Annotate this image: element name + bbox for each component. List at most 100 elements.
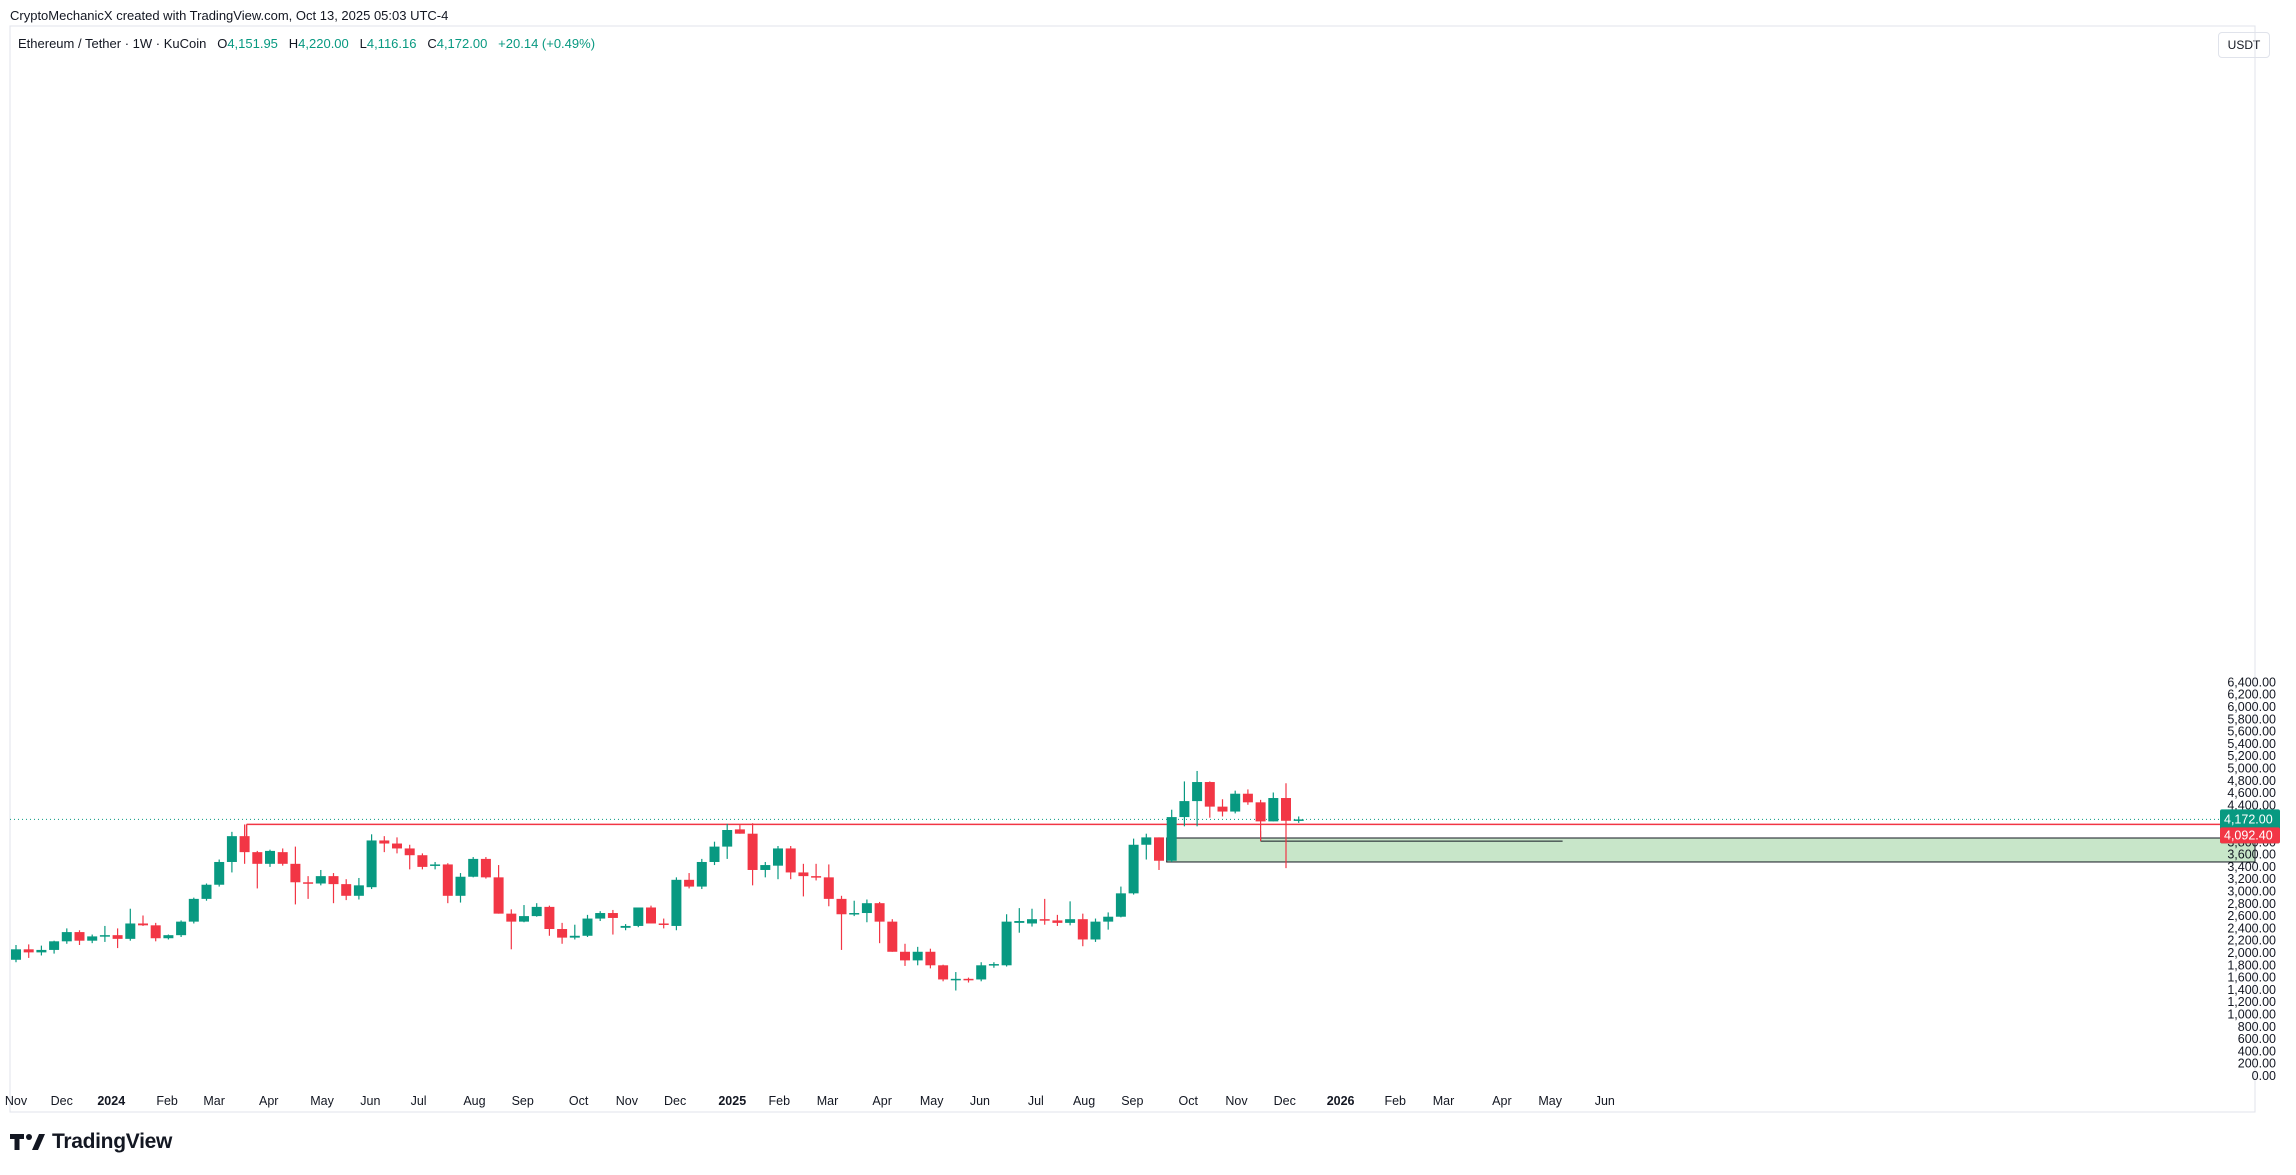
price-labels: 4,172.006d 15h4,092.40 — [2220, 809, 2280, 844]
tradingview-logo[interactable]: TradingView — [10, 1130, 172, 1154]
candle — [1039, 898, 1050, 925]
low-value: 4,116.16 — [366, 36, 417, 51]
candle-body — [150, 925, 161, 939]
candle-body — [1039, 919, 1050, 921]
candle — [849, 900, 860, 917]
candle — [823, 864, 834, 907]
time-tick-label: Oct — [569, 1094, 589, 1108]
candle-body — [722, 830, 733, 847]
candle-body — [595, 913, 606, 919]
candle-body — [353, 885, 364, 896]
candle-body — [988, 964, 999, 966]
candle — [836, 895, 847, 950]
candle — [595, 911, 606, 922]
candle — [1293, 816, 1304, 823]
candle-body — [1217, 806, 1228, 812]
candle-body — [1065, 919, 1076, 923]
candle-body — [557, 929, 568, 938]
candle-body — [11, 949, 21, 960]
candle — [417, 853, 428, 870]
resistance-price-label: 4,092.40 — [2220, 827, 2280, 844]
candle — [1077, 913, 1088, 947]
candle-body — [214, 861, 225, 885]
time-tick-label: Mar — [817, 1094, 839, 1108]
candle — [1255, 799, 1266, 842]
resistance-price-value: 4,092.40 — [2224, 828, 2273, 842]
candle-body — [468, 858, 479, 877]
change-value: +20.14 (+0.49%) — [498, 36, 596, 51]
high-label: H — [288, 36, 299, 51]
candle-body — [607, 913, 618, 918]
price-tick-label: 1,600.00 — [2227, 971, 2276, 985]
candle-body — [112, 935, 123, 939]
price-tick-label: 1,400.00 — [2227, 983, 2276, 997]
candle-body — [569, 935, 580, 938]
price-tick-label: 2,200.00 — [2227, 934, 2276, 948]
time-tick-label: Jul — [1028, 1094, 1044, 1108]
candle-body — [646, 907, 656, 924]
candle — [798, 863, 809, 897]
price-tick-label: 3,600.00 — [2227, 848, 2276, 862]
candle — [760, 861, 771, 878]
chart-credit: CryptoMechanicX created with TradingView… — [10, 8, 449, 23]
candle — [734, 825, 745, 834]
candle — [290, 846, 301, 905]
candle-body — [1141, 837, 1152, 845]
candle-body — [1179, 801, 1190, 818]
candle-body — [1128, 844, 1139, 894]
tradingview-logo-text: TradingView — [52, 1130, 173, 1153]
last-price-value: 4,172.00 — [2224, 812, 2273, 826]
candle-body — [531, 906, 542, 917]
candle — [544, 905, 555, 936]
candle-body — [1014, 921, 1025, 923]
price-tick-label: 600.00 — [2238, 1032, 2276, 1046]
symbol-title[interactable]: Ethereum / Tether · 1W · KuCoin — [18, 36, 207, 51]
time-tick-label: Feb — [1384, 1094, 1406, 1108]
candle-body — [519, 916, 529, 922]
candle — [1065, 901, 1076, 926]
candle-body — [747, 833, 758, 870]
candle-body — [620, 925, 631, 928]
candle — [214, 859, 225, 887]
candle-body — [417, 855, 428, 867]
candle — [303, 876, 314, 899]
low-label: L — [359, 36, 367, 51]
candle — [785, 845, 796, 880]
price-tick-label: 2,000.00 — [2227, 946, 2276, 960]
candle-body — [49, 941, 60, 950]
candle-body — [404, 848, 415, 856]
time-tick-label: Jun — [360, 1094, 380, 1108]
time-tick-label: 2024 — [97, 1094, 125, 1108]
price-tick-label: 1,200.00 — [2227, 995, 2276, 1009]
time-tick-label: Apr — [1492, 1094, 1511, 1108]
currency-button[interactable]: USDT — [2218, 32, 2270, 58]
price-tick-label: 5,000.00 — [2227, 762, 2276, 776]
time-tick-label: May — [310, 1094, 334, 1108]
candle — [658, 918, 669, 929]
candle — [201, 883, 212, 901]
zone-layer — [9, 25, 2256, 1113]
candle-body — [582, 918, 593, 936]
candle-body — [366, 840, 377, 888]
candle-body — [760, 865, 771, 870]
candle-body — [1192, 782, 1203, 802]
candle — [11, 945, 21, 963]
candle-body — [99, 935, 110, 937]
price-tick-label: 4,400.00 — [2227, 798, 2276, 812]
time-tick-label: Jun — [1595, 1094, 1615, 1108]
candle-body — [1166, 817, 1177, 861]
candle — [277, 848, 288, 866]
candle-body — [849, 913, 860, 915]
candle — [531, 903, 542, 917]
candle — [226, 831, 237, 873]
candle-body — [709, 846, 720, 862]
candle — [557, 922, 568, 944]
candle — [633, 907, 644, 928]
time-tick-label: 2026 — [1327, 1094, 1355, 1108]
candle — [569, 924, 580, 940]
candle — [1014, 908, 1025, 933]
price-chart[interactable]: 0.00200.00400.00600.00800.001,000.001,20… — [0, 0, 2296, 1120]
candle-body — [1281, 798, 1291, 821]
candle — [99, 925, 110, 942]
candle — [150, 922, 161, 942]
